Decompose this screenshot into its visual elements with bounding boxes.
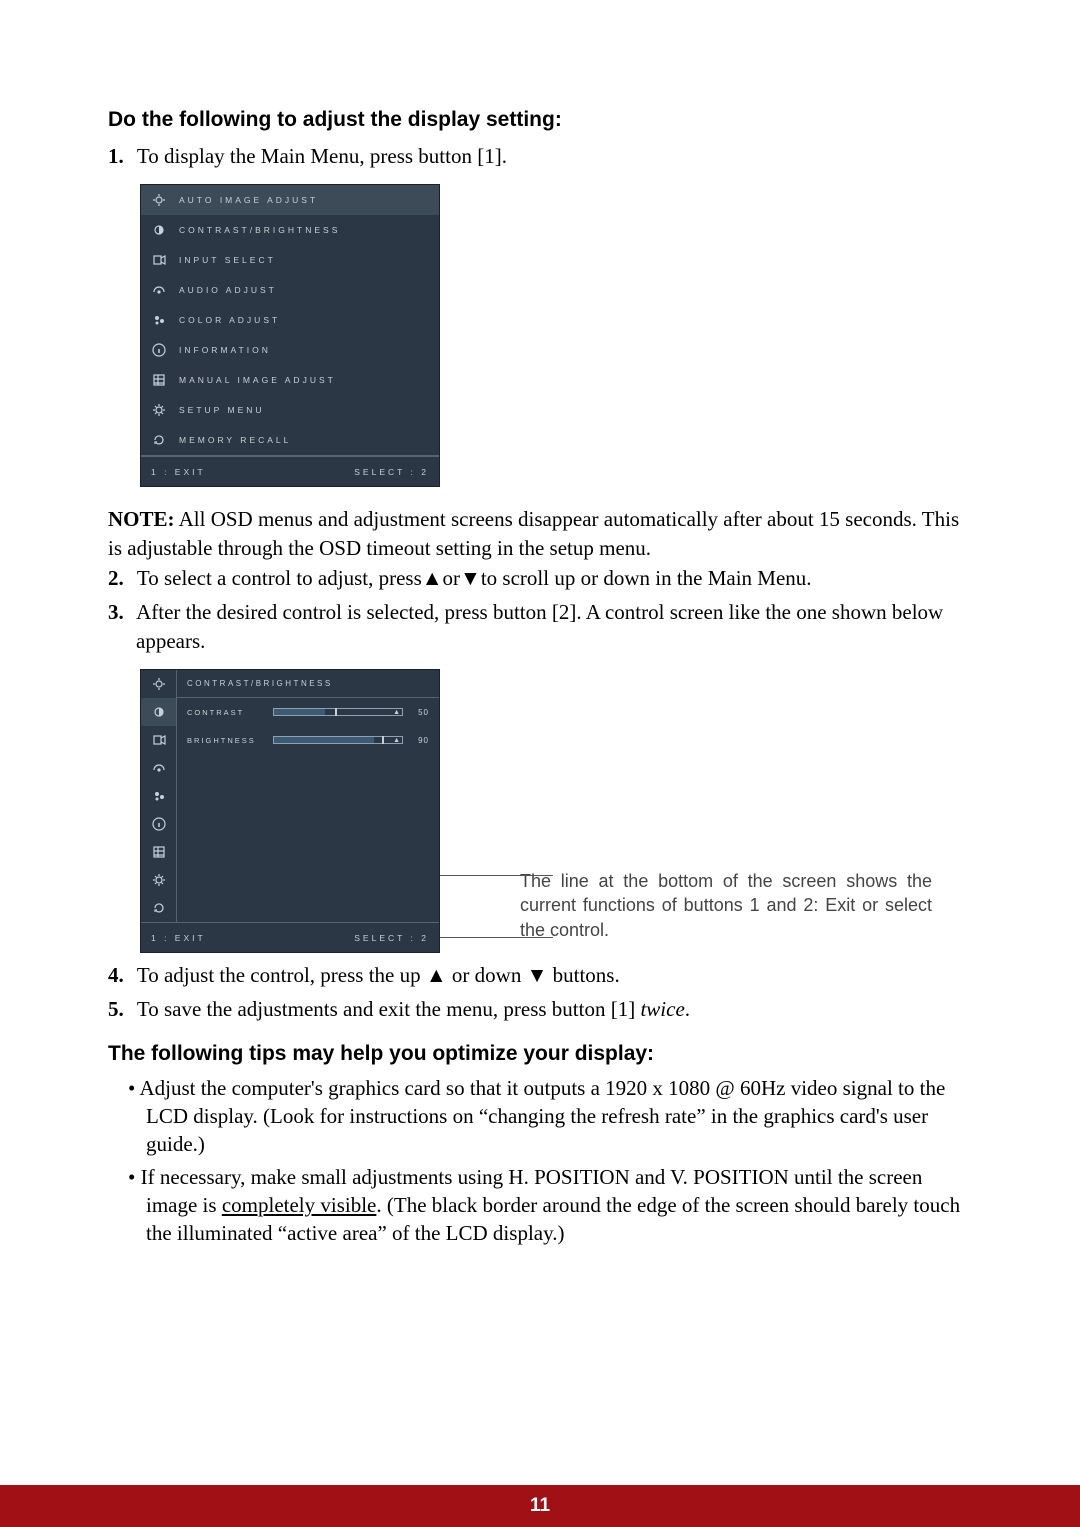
- up-triangle-icon: ▲: [393, 737, 400, 744]
- slider-value: 90: [411, 736, 429, 745]
- osd-panel-title: CONTRAST/BRIGHTNESS: [177, 670, 439, 698]
- osd-slider-row[interactable]: BRIGHTNESS ▼▲ 90: [177, 726, 439, 754]
- osd-menu-item[interactable]: INPUT SELECT: [141, 245, 439, 275]
- step-4: 4. To adjust the control, press the up ▲…: [108, 961, 972, 989]
- menu-item-icon: [151, 252, 167, 268]
- osd-menu-item[interactable]: CONTRAST/BRIGHTNESS: [141, 215, 439, 245]
- osd-footer-select: SELECT : 2: [354, 467, 429, 477]
- menu-item-icon: [151, 342, 167, 358]
- step-5: 5. To save the adjustments and exit the …: [108, 995, 972, 1023]
- menu-item-icon: [151, 402, 167, 418]
- menu-item-label: INPUT SELECT: [179, 255, 276, 265]
- page-number: 11: [530, 1495, 550, 1517]
- osd-sidebar-icon[interactable]: [141, 782, 176, 810]
- step-2: 2. To select a control to adjust, press▲…: [108, 564, 972, 592]
- step-2-text-a: To select a control to adjust, press: [137, 566, 422, 590]
- menu-item-label: COLOR ADJUST: [179, 315, 280, 325]
- down-triangle-icon: ▼: [527, 963, 548, 987]
- menu-item-label: AUTO IMAGE ADJUST: [179, 195, 318, 205]
- menu-item-label: INFORMATION: [179, 345, 271, 355]
- step-3-num: 3.: [108, 598, 132, 626]
- step-3-text: After the desired control is selected, p…: [136, 600, 943, 652]
- osd-menu-item[interactable]: MEMORY RECALL: [141, 425, 439, 455]
- osd-footer: 1 : EXIT SELECT : 2: [141, 456, 439, 486]
- osd-contrast-brightness: CONTRAST/BRIGHTNESS CONTRAST ▼▲ 50 BRIGHTNES…: [140, 669, 440, 953]
- tip-2-underline: completely visible: [222, 1193, 377, 1217]
- tips-heading: The following tips may help you optimize…: [108, 1042, 972, 1066]
- up-triangle-icon: ▲: [422, 566, 443, 590]
- osd-footer-exit: 1 : EXIT: [151, 467, 206, 477]
- step-5-text-a: To save the adjustments and exit the men…: [137, 997, 641, 1021]
- note: NOTE: All OSD menus and adjustment scree…: [108, 505, 972, 562]
- menu-item-icon: [151, 372, 167, 388]
- osd-sidebar-icon[interactable]: [141, 670, 176, 698]
- slider-track[interactable]: ▼▲: [273, 736, 403, 744]
- menu-item-label: CONTRAST/BRIGHTNESS: [179, 225, 340, 235]
- slider-label: CONTRAST: [187, 708, 265, 717]
- down-triangle-icon: ▼: [460, 566, 481, 590]
- osd-sidebar: [141, 670, 177, 922]
- slider-track[interactable]: ▼▲: [273, 708, 403, 716]
- osd-sidebar-icon[interactable]: [141, 754, 176, 782]
- step-4-mid: or down: [447, 963, 527, 987]
- osd-footer-select: SELECT : 2: [354, 933, 429, 943]
- step-1-text: To display the Main Menu, press button […: [137, 144, 507, 168]
- note-text: All OSD menus and adjustment screens dis…: [108, 507, 959, 559]
- note-label: NOTE:: [108, 507, 175, 531]
- annotation-text: The line at the bottom of the screen sho…: [520, 869, 932, 942]
- up-triangle-icon: ▲: [426, 963, 447, 987]
- step-1: 1. To display the Main Menu, press butto…: [108, 142, 972, 170]
- step-4-text-a: To adjust the control, press the up: [137, 963, 426, 987]
- osd-footer-exit: 1 : EXIT: [151, 933, 206, 943]
- osd-sidebar-icon[interactable]: [141, 866, 176, 894]
- annotation-leader-line: [440, 875, 553, 876]
- step-4-text-b: buttons.: [547, 963, 619, 987]
- menu-item-label: MANUAL IMAGE ADJUST: [179, 375, 336, 385]
- step-5-num: 5.: [108, 995, 132, 1023]
- menu-item-label: SETUP MENU: [179, 405, 265, 415]
- osd-menu-item[interactable]: MANUAL IMAGE ADJUST: [141, 365, 439, 395]
- tip-1: • Adjust the computer's graphics card so…: [108, 1074, 972, 1159]
- step-1-num: 1.: [108, 142, 132, 170]
- tip-1-text: Adjust the computer's graphics card so t…: [139, 1076, 945, 1157]
- up-triangle-icon: ▲: [393, 709, 400, 716]
- menu-item-icon: [151, 282, 167, 298]
- osd-menu-item[interactable]: INFORMATION: [141, 335, 439, 365]
- menu-item-icon: [151, 192, 167, 208]
- osd-menu-item[interactable]: AUDIO ADJUST: [141, 275, 439, 305]
- step-2-text-b: to scroll up or down in the Main Menu.: [481, 566, 812, 590]
- heading: Do the following to adjust the display s…: [108, 108, 972, 132]
- menu-item-icon: [151, 312, 167, 328]
- step-5-text-b: .: [685, 997, 690, 1021]
- osd-menu-item[interactable]: AUTO IMAGE ADJUST: [141, 185, 439, 215]
- menu-item-label: MEMORY RECALL: [179, 435, 291, 445]
- annotation-leader-line-2: [440, 937, 553, 938]
- page-footer: 11: [0, 1485, 1080, 1527]
- osd-sidebar-icon[interactable]: [141, 698, 176, 726]
- slider-label: BRIGHTNESS: [187, 736, 265, 745]
- menu-item-label: AUDIO ADJUST: [179, 285, 277, 295]
- step-4-num: 4.: [108, 961, 132, 989]
- osd-sidebar-icon[interactable]: [141, 894, 176, 922]
- slider-value: 50: [411, 708, 429, 717]
- step-2-or: or: [443, 566, 461, 590]
- osd-menu-item[interactable]: SETUP MENU: [141, 395, 439, 425]
- osd-sidebar-icon[interactable]: [141, 726, 176, 754]
- osd-main-menu: AUTO IMAGE ADJUST CONTRAST/BRIGHTNESS INPU…: [140, 184, 440, 487]
- osd-footer: 1 : EXIT SELECT : 2: [141, 922, 439, 952]
- menu-item-icon: [151, 432, 167, 448]
- osd-slider-row[interactable]: CONTRAST ▼▲ 50: [177, 698, 439, 726]
- osd-menu-item[interactable]: COLOR ADJUST: [141, 305, 439, 335]
- step-3: 3. After the desired control is selected…: [108, 598, 972, 655]
- step-2-num: 2.: [108, 564, 132, 592]
- step-5-twice: twice: [640, 997, 684, 1021]
- tip-2: • If necessary, make small adjustments u…: [108, 1163, 972, 1248]
- osd-sidebar-icon[interactable]: [141, 810, 176, 838]
- menu-item-icon: [151, 222, 167, 238]
- osd-sidebar-icon[interactable]: [141, 838, 176, 866]
